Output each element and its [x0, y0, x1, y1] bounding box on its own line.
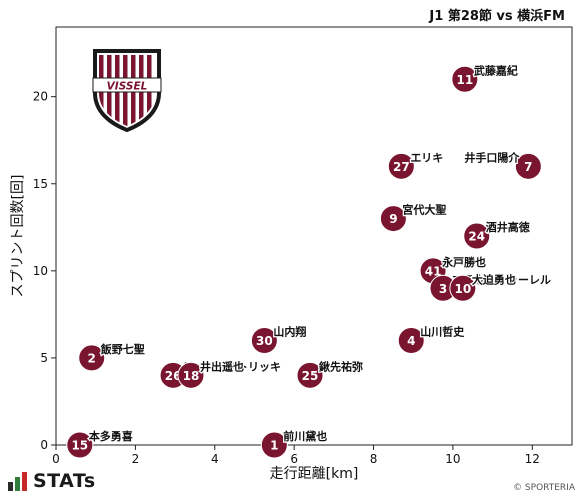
x-tick-label: 4	[211, 452, 219, 466]
player-name-label: 井手口陽介	[464, 150, 520, 164]
player-marker	[78, 344, 106, 372]
player-name-label: 山川哲史	[420, 325, 465, 339]
y-tick-label: 15	[33, 177, 48, 191]
x-tick-label: 8	[370, 452, 378, 466]
player-point: 3 マテウストゥーレル	[429, 272, 552, 302]
stats-brand-text: STATs	[33, 470, 96, 492]
player-name-label: 酒井高徳	[486, 220, 530, 234]
player-name-label: 永戸勝也	[441, 255, 486, 269]
player-name-label: ジェアンパトリッキ	[182, 360, 281, 373]
player-number-label: 15	[71, 439, 88, 453]
player-name-label: 大迫勇也	[472, 272, 516, 286]
player-marker	[397, 327, 425, 354]
plot-area	[55, 26, 573, 446]
player-marker	[177, 361, 205, 389]
player-number-label: 4	[407, 334, 415, 348]
player-number-label: 10	[454, 282, 471, 296]
y-tick-label: 0	[40, 438, 48, 452]
stats-logo-icon	[8, 471, 27, 491]
player-marker	[379, 205, 407, 233]
player-name-label: 山内翔	[273, 325, 306, 339]
player-name-label: 井出遥也	[200, 359, 244, 373]
player-marker	[260, 431, 288, 459]
player-marker	[66, 431, 94, 459]
player-number-label: 41	[425, 264, 442, 278]
chart-title: J1 第28節 vs 横浜FM	[428, 8, 565, 24]
player-number-label: 27	[393, 160, 410, 174]
y-tick-label: 5	[40, 351, 48, 365]
y-axis-label: スプリント回数[回]	[10, 175, 26, 298]
player-marker	[451, 65, 479, 93]
player-number-label: 9	[389, 212, 397, 226]
x-tick-label: 2	[132, 452, 140, 466]
player-name-label: 本多勇喜	[89, 429, 133, 443]
player-point: 4 山川哲史	[397, 323, 466, 354]
x-axis-label: 走行距離[km]	[270, 465, 359, 482]
player-number-label: 30	[256, 334, 273, 348]
x-tick-label: 12	[525, 452, 540, 466]
player-marker	[250, 327, 278, 354]
x-tick-label: 6	[290, 452, 298, 466]
player-name-label: 武藤嘉紀	[474, 63, 518, 77]
player-number-label: 11	[456, 73, 473, 87]
player-number-label: 1	[270, 439, 278, 453]
player-marker	[514, 152, 542, 180]
player-name-label: 宮代大聖	[402, 203, 446, 217]
player-point: 1 前川黛也	[260, 428, 329, 459]
x-tick-label: 10	[445, 452, 460, 466]
player-marker	[296, 361, 324, 389]
player-number-label: 7	[524, 160, 532, 174]
y-tick-label: 10	[33, 264, 48, 278]
player-number-label: 18	[183, 369, 200, 383]
player-number-label: 26	[165, 369, 182, 383]
player-number-label: 24	[468, 230, 485, 244]
player-number-label: 2	[88, 351, 96, 365]
player-name-label: エリキ	[410, 151, 443, 164]
player-point: 9 宮代大聖	[379, 201, 448, 233]
player-number-label: 25	[302, 369, 319, 383]
player-point: 7 井手口陽介	[463, 149, 542, 180]
player-marker	[387, 152, 415, 180]
player-number-label: 3	[439, 282, 447, 296]
player-name-label: 鍬先祐弥	[319, 359, 363, 373]
data-points: 11武藤嘉紀27エリキ7井手口陽介9宮代大聖24酒井高徳41永戸勝也3マテウスト…	[66, 62, 552, 459]
vissel-kobe-logo: VISSEL	[92, 49, 162, 133]
copyright-text: © SPORTERIA	[513, 483, 575, 493]
stats-brand: STATs	[8, 470, 96, 492]
y-tick-label: 20	[33, 90, 48, 104]
player-point: 2 飯野七聖	[78, 341, 146, 372]
x-tick-label: 0	[52, 452, 60, 466]
player-marker	[463, 222, 491, 250]
player-name-label: 飯野七聖	[100, 342, 145, 356]
player-name-label: マテウストゥーレル	[452, 273, 551, 286]
player-name-label: 前川黛也	[283, 429, 327, 443]
player-marker	[449, 274, 477, 302]
logo-text: VISSEL	[107, 81, 148, 93]
